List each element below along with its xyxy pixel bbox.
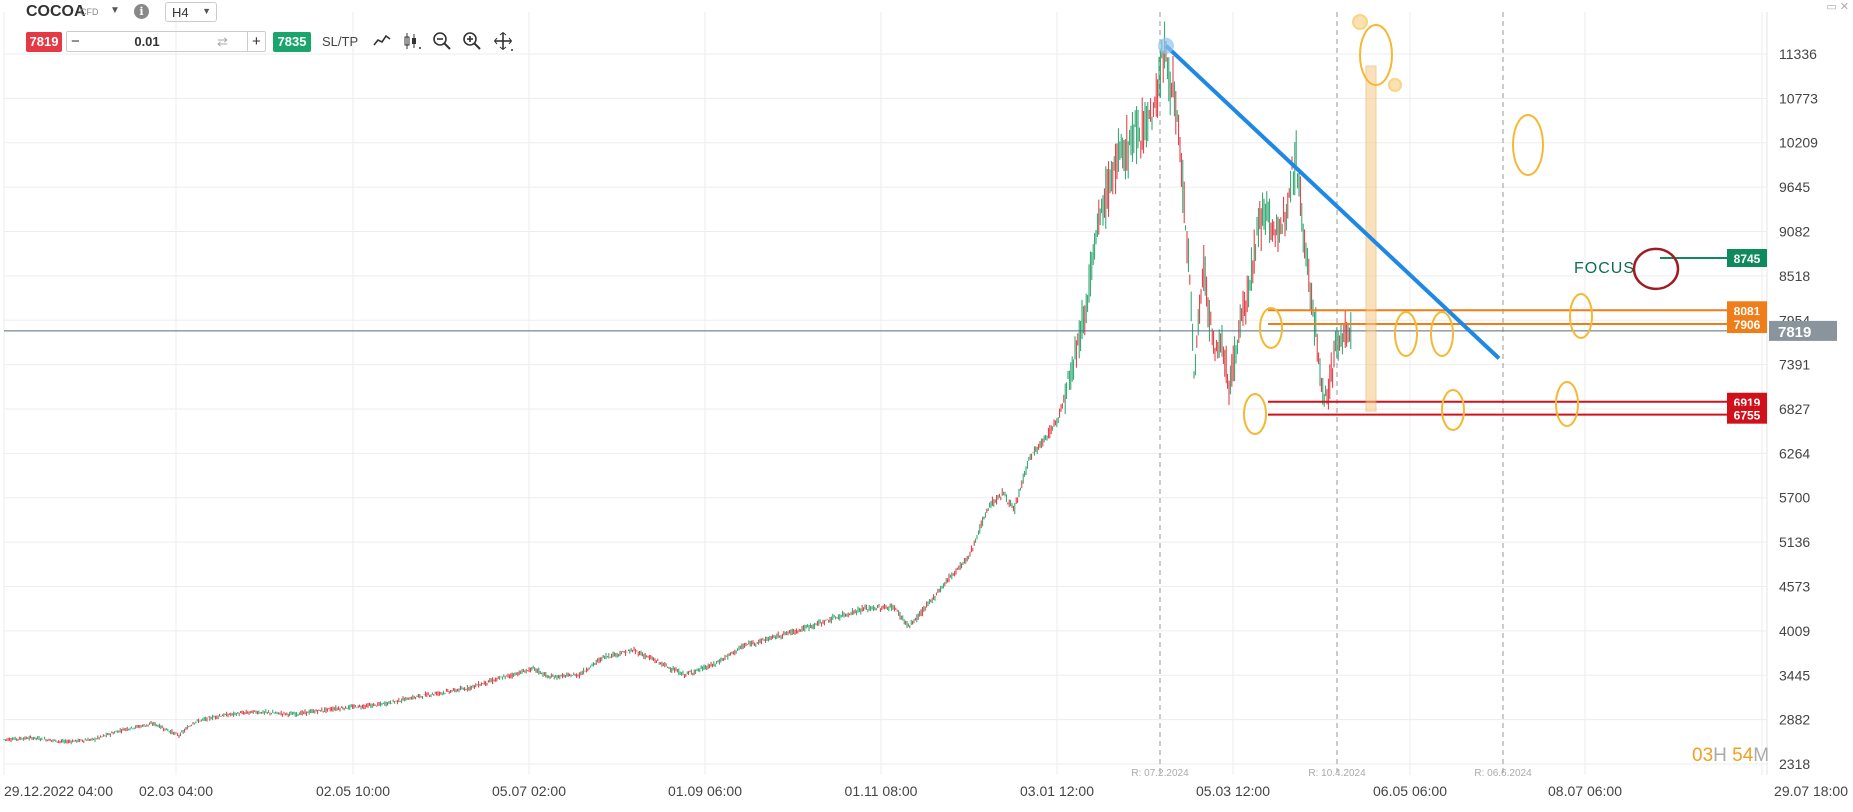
- focus-circle: [1632, 247, 1680, 291]
- stepper-divider: [247, 32, 248, 51]
- y-tick-label: 11336: [1779, 46, 1817, 62]
- level-price-label: 8745: [1734, 252, 1761, 266]
- y-tick-label: 9082: [1779, 223, 1810, 239]
- y-tick-label: 4573: [1779, 578, 1810, 594]
- x-tick-label: 05.07 02:00: [492, 783, 566, 799]
- highlight-ellipse: [1555, 381, 1579, 427]
- y-tick-label: 10773: [1779, 90, 1818, 106]
- highlight-ellipse: [1359, 24, 1393, 86]
- swap-icon[interactable]: ⇄: [217, 34, 228, 49]
- level-price-label: 8081: [1734, 304, 1761, 318]
- y-tick-label: 2882: [1779, 712, 1810, 728]
- sltp-button[interactable]: SL/TP: [322, 34, 359, 49]
- line-chart-icon[interactable]: [372, 31, 392, 51]
- highlight-ellipse: [1569, 293, 1593, 339]
- candles-group: [3, 21, 1352, 745]
- zoom-out-icon[interactable]: [432, 31, 452, 51]
- instrument-type-label: CFD: [80, 7, 99, 17]
- y-tick-label: 8518: [1779, 268, 1810, 284]
- x-tick-label: 29.12.2022 04:00: [4, 783, 113, 799]
- candle-countdown-timer: 03H 54M: [1692, 745, 1769, 767]
- highlight-ellipse: [1430, 311, 1454, 357]
- info-icon[interactable]: i: [134, 4, 149, 19]
- highlight-ellipse: [1259, 307, 1283, 349]
- focus-annotation: FOCUS: [1574, 260, 1635, 277]
- x-tick-label: 03.01 12:00: [1020, 783, 1094, 799]
- candles-icon[interactable]: [402, 31, 422, 51]
- sell-button[interactable]: 7819: [26, 32, 62, 52]
- event-marker-label: R: 07.2.2024: [1131, 768, 1189, 779]
- chart-toolbar: COCOA CFD ▼ i H4 ▼ 7819 − 0.01 ⇄ + 7835 …: [0, 0, 560, 60]
- level-price-tag: [1727, 315, 1767, 334]
- highlight-ellipse: [1441, 389, 1465, 431]
- x-tick-label: 02.05 10:00: [316, 783, 390, 799]
- symbol-name[interactable]: COCOA: [26, 3, 86, 20]
- y-tick-label: 7391: [1779, 357, 1810, 373]
- level-price-tag: [1727, 301, 1767, 320]
- x-tick-label: 29.07 18:00: [1774, 783, 1848, 799]
- timeframe-select[interactable]: H4 ▼: [165, 2, 217, 22]
- x-tick-label: 01.11 08:00: [845, 783, 918, 799]
- chevron-down-icon: ▼: [202, 6, 211, 16]
- crosshair-icon[interactable]: [493, 31, 513, 51]
- y-tick-label: 9645: [1779, 179, 1810, 195]
- y-tick-label: 6827: [1779, 401, 1810, 417]
- y-tick-label: 5700: [1779, 490, 1810, 506]
- event-marker-label: R: 06.6.2024: [1474, 768, 1532, 779]
- level-price-tag: [1727, 405, 1767, 424]
- level-price-label: 6755: [1734, 409, 1761, 423]
- increase-volume-button[interactable]: +: [252, 33, 261, 50]
- current-price-tag: [1769, 320, 1837, 341]
- volume-input[interactable]: 0.01: [134, 34, 160, 49]
- timer-hours: 03: [1692, 745, 1714, 766]
- highlight-ellipse: [1352, 14, 1368, 30]
- timer-hours-unit: H: [1713, 745, 1727, 766]
- timer-minutes-unit: M: [1753, 745, 1770, 766]
- x-tick-label: 06.05 06:00: [1373, 783, 1447, 799]
- trendline-handle: [1158, 37, 1174, 54]
- y-tick-label: 4009: [1779, 623, 1810, 639]
- zoom-in-icon[interactable]: [462, 31, 482, 51]
- buy-button[interactable]: 7835: [273, 32, 311, 52]
- highlight-ellipse: [1394, 311, 1418, 357]
- symbol-dropdown-icon[interactable]: ▼: [110, 5, 120, 16]
- timer-minutes: 54: [1732, 745, 1754, 766]
- decrease-volume-button[interactable]: −: [71, 33, 80, 50]
- y-tick-label: 10209: [1779, 135, 1818, 151]
- trendline: [1164, 44, 1501, 360]
- window-controls[interactable]: ▭ ✕: [1826, 1, 1849, 13]
- y-tick-label: 5136: [1779, 534, 1810, 550]
- x-tick-label: 02.03 04:00: [139, 783, 213, 799]
- level-price-tag: [1727, 248, 1767, 267]
- event-marker-label: R: 10.4.2024: [1308, 768, 1366, 779]
- highlight-ellipse: [1243, 393, 1267, 435]
- x-tick-label: 01.09 06:00: [668, 783, 742, 799]
- volume-stepper[interactable]: − 0.01 ⇄ +: [66, 31, 266, 52]
- y-tick-label: 3445: [1779, 667, 1810, 683]
- highlight-ellipse: [1388, 78, 1402, 92]
- current-price-label: 7819: [1778, 324, 1811, 341]
- highlight-ellipse: [1512, 114, 1544, 176]
- timeframe-value: H4: [172, 5, 189, 20]
- level-price-label: 7906: [1734, 318, 1761, 332]
- y-tick-label: 2318: [1779, 756, 1810, 772]
- y-tick-label: 6264: [1779, 445, 1810, 461]
- x-tick-label: 08.07 06:00: [1548, 783, 1622, 799]
- x-tick-label: 05.03 12:00: [1196, 783, 1270, 799]
